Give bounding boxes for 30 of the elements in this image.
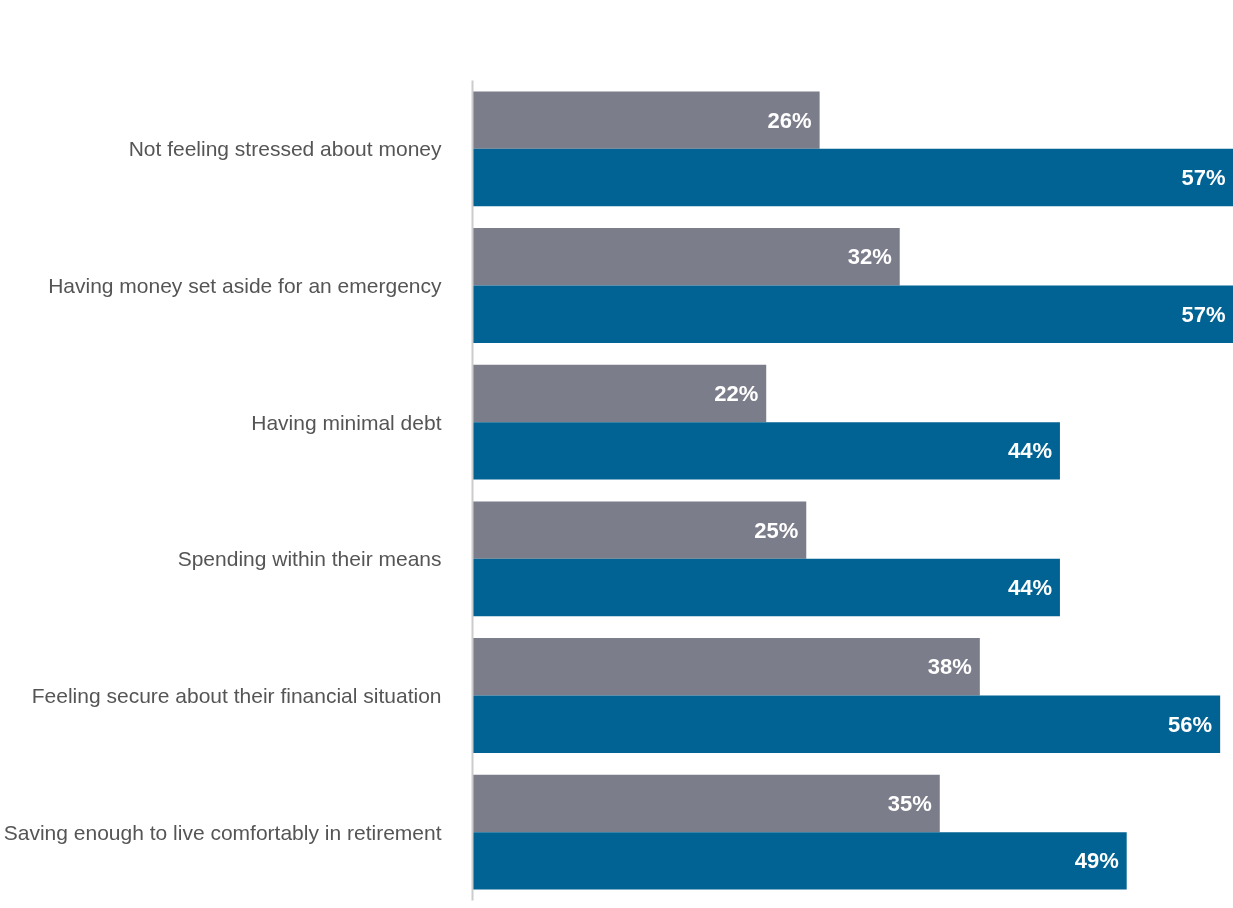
data-label: 49% (1074, 848, 1119, 874)
data-label: 44% (1007, 575, 1052, 601)
data-label: 26% (767, 107, 812, 133)
bar (472, 422, 1060, 480)
bar (472, 91, 820, 149)
data-label: 57% (1181, 165, 1226, 191)
bar (472, 285, 1233, 343)
data-label: 44% (1007, 438, 1052, 464)
y-tick-label: Not feeling stressed about money (128, 137, 442, 161)
data-label: 22% (714, 380, 759, 406)
data-label: 35% (887, 790, 932, 816)
y-tick-label: Having money set aside for an emergency (48, 274, 442, 297)
y-tick-label: Feeling secure about their financial situation (31, 684, 442, 707)
bar (472, 364, 767, 423)
y-tick-label: Having minimal debt (251, 410, 442, 434)
data-label: 25% (754, 517, 799, 543)
bar (472, 558, 1060, 617)
y-tick-label: Saving enough to live comfortably in retirement (3, 820, 442, 844)
bar (472, 148, 1233, 207)
data-label: 56% (1168, 711, 1213, 737)
bar (472, 832, 1127, 890)
data-label: 32% (847, 244, 892, 270)
y-tick-label: Spending within their means (177, 547, 442, 571)
bar (472, 774, 940, 833)
bar (472, 638, 980, 696)
data-label: 38% (927, 654, 972, 680)
bar (472, 228, 900, 286)
data-label: 57% (1181, 301, 1226, 327)
bar (472, 695, 1221, 753)
bar (472, 501, 807, 559)
